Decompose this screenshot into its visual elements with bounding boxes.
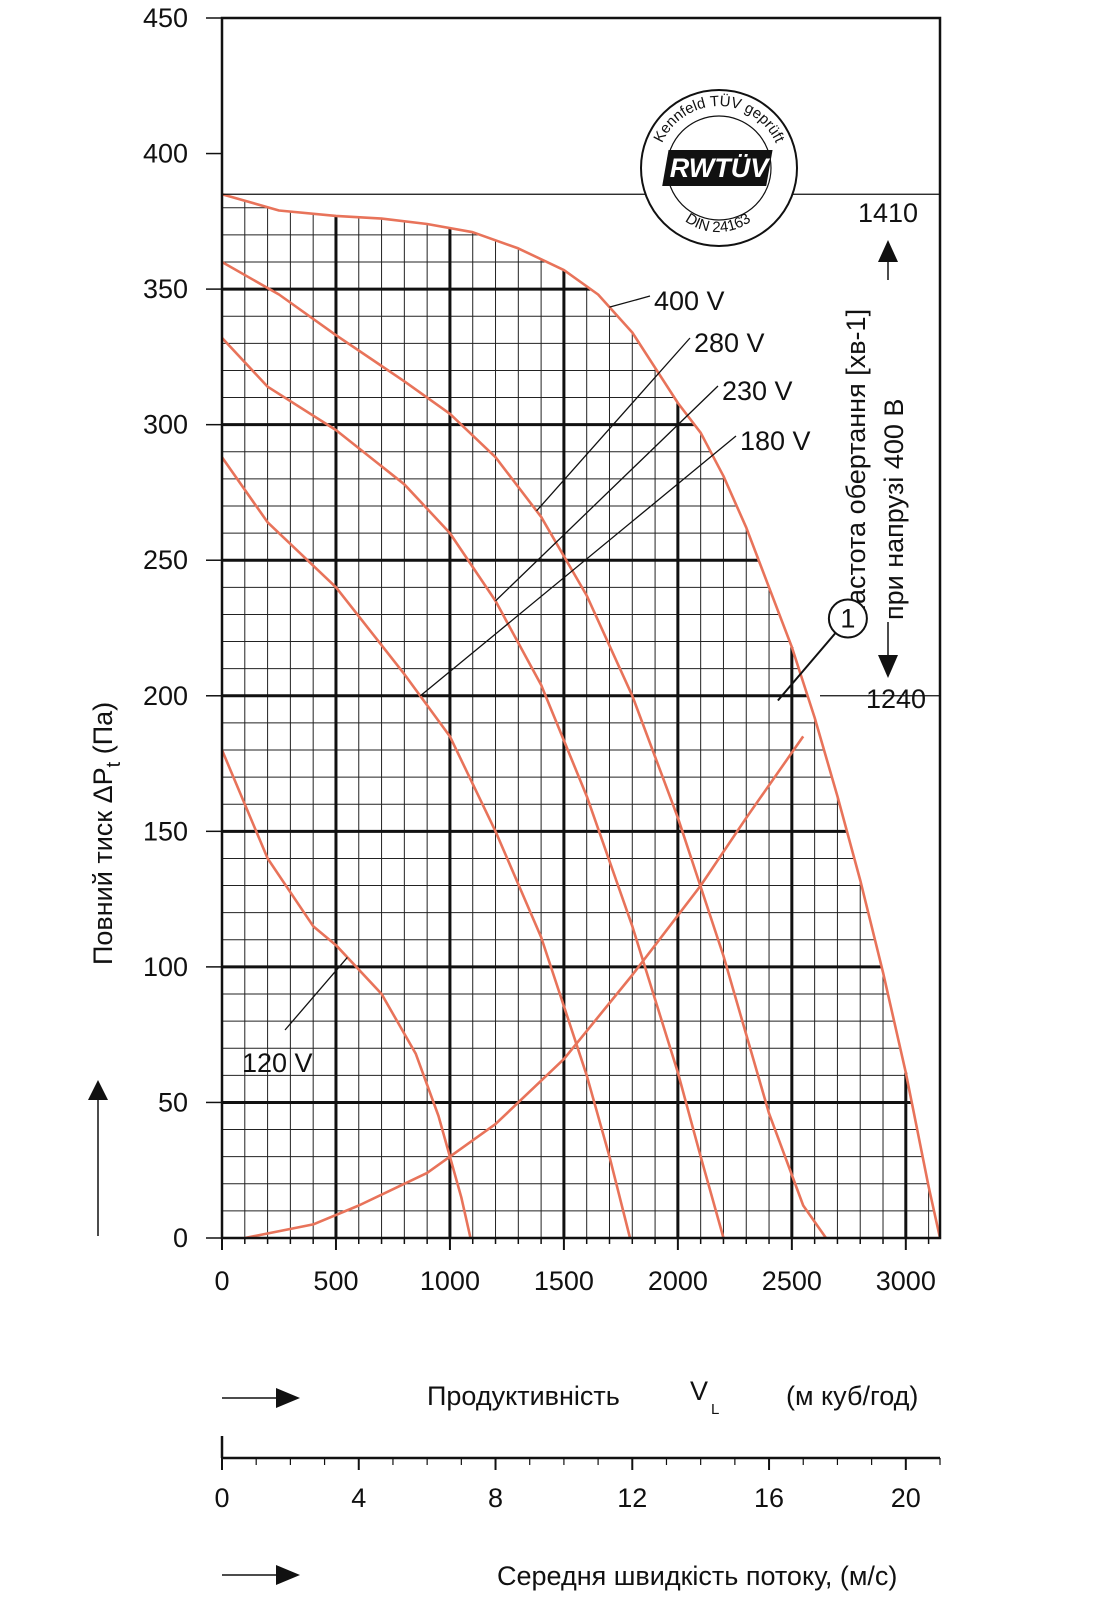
svg-text:Продуктивність: Продуктивність bbox=[427, 1381, 620, 1411]
plot-frame bbox=[220, 16, 942, 1240]
arrow-down-icon bbox=[878, 622, 898, 678]
velocity-ticks: 0 4 8 12 16 20 bbox=[214, 1458, 941, 1513]
voltage-title: при напрузі 400 В bbox=[879, 399, 909, 620]
x-tick-label: 1500 bbox=[534, 1266, 594, 1296]
y-tick-label: 100 bbox=[143, 952, 188, 982]
leader-line bbox=[609, 295, 651, 308]
series-line-system-curve bbox=[244, 735, 805, 1240]
velocity-axis bbox=[220, 1436, 940, 1460]
y-tick-label: 300 bbox=[143, 410, 188, 440]
series-line-400-v bbox=[221, 192, 942, 1239]
y-tick-label: 350 bbox=[143, 274, 188, 304]
x-tick-label: 1000 bbox=[420, 1266, 480, 1296]
rpm-title: Частота обертання [хв-1] bbox=[841, 309, 871, 622]
y-axis-subscript: t bbox=[103, 761, 125, 767]
svg-text:(м куб/год): (м куб/год) bbox=[786, 1381, 918, 1411]
series-label: 230 V bbox=[722, 376, 793, 406]
svg-text:1: 1 bbox=[840, 604, 855, 634]
x-tick-label: 3000 bbox=[876, 1266, 936, 1296]
y-tick-label: 450 bbox=[143, 3, 188, 33]
y-tick-label: 0 bbox=[173, 1223, 188, 1253]
y-tick-label: 200 bbox=[143, 681, 188, 711]
y-tick-label: 150 bbox=[143, 816, 188, 846]
series-label: 180 V bbox=[740, 426, 811, 456]
velocity-arrow-icon bbox=[276, 1565, 300, 1585]
svg-text:V: V bbox=[690, 1376, 708, 1406]
y-axis-title: Повний тиск ΔPt (Па) bbox=[88, 702, 125, 965]
svg-text:Середня швидкість потоку, (м/с: Середня швидкість потоку, (м/с) bbox=[497, 1561, 897, 1591]
series-line-120-v bbox=[220, 749, 472, 1239]
velocity-tick-label: 4 bbox=[351, 1483, 366, 1513]
leader-line bbox=[284, 956, 348, 1031]
grid-minor bbox=[221, 194, 940, 1239]
velocity-tick-label: 8 bbox=[488, 1483, 503, 1513]
curve-pointers: 400 V 280 V 230 V 180 V 120 V bbox=[242, 286, 811, 1078]
tuv-badge: Kennfeld TÜV geprüft RWTÜV DIN 24163 bbox=[640, 89, 798, 247]
rpm-high-label: 1410 bbox=[858, 198, 918, 228]
series-label: 400 V bbox=[654, 286, 725, 316]
grid-major bbox=[222, 215, 912, 1238]
x-axis-arrow-icon bbox=[276, 1388, 300, 1408]
arrow-up-icon bbox=[878, 240, 898, 280]
x-tick-label: 0 bbox=[214, 1266, 229, 1296]
y-tick-label: 50 bbox=[158, 1087, 188, 1117]
y-axis-arrow-icon bbox=[88, 1080, 108, 1236]
series-line-180-v bbox=[220, 456, 632, 1239]
svg-text:L: L bbox=[711, 1401, 719, 1418]
axes bbox=[220, 16, 942, 1240]
badge-logo: RWTÜV bbox=[670, 153, 770, 183]
rpm-annotation: 1410 1240 Частота обертання [хв-1] при н… bbox=[222, 193, 940, 714]
leader-line bbox=[495, 385, 719, 602]
series-line-280-v bbox=[221, 260, 828, 1239]
leader-line bbox=[419, 435, 737, 697]
y-tick-label: 400 bbox=[143, 139, 188, 169]
velocity-tick-label: 0 bbox=[214, 1483, 229, 1513]
velocity-tick-label: 16 bbox=[754, 1483, 784, 1513]
operating-point-marker: 1 bbox=[777, 598, 868, 702]
leader-line bbox=[536, 337, 691, 512]
curves bbox=[220, 192, 942, 1240]
y-tick-label: 250 bbox=[143, 545, 188, 575]
velocity-tick-label: 20 bbox=[891, 1483, 921, 1513]
series-label: 120 V bbox=[242, 1048, 313, 1078]
x-axis-title: Продуктивність V L (м куб/год) bbox=[222, 1376, 918, 1418]
x-tick-label: 2500 bbox=[762, 1266, 822, 1296]
x-tick-label: 500 bbox=[313, 1266, 358, 1296]
rpm-low-label: 1240 bbox=[866, 684, 926, 714]
ticks: 0 500 1000 1500 2000 2500 3000 0 50 100 150 200 250 3… bbox=[143, 3, 936, 1296]
velocity-tick-label: 12 bbox=[617, 1483, 647, 1513]
velocity-axis-title: Середня швидкість потоку, (м/с) bbox=[222, 1561, 897, 1591]
x-tick-label: 2000 bbox=[648, 1266, 708, 1296]
series-label: 280 V bbox=[694, 328, 765, 358]
series-line-230-v bbox=[221, 337, 725, 1239]
